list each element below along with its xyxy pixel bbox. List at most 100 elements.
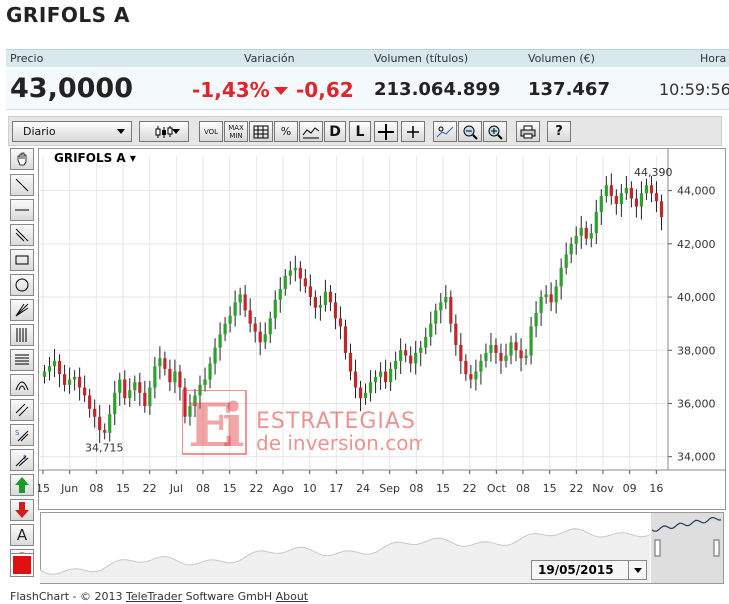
text-tool-button[interactable]: A xyxy=(10,524,34,546)
candle-body xyxy=(208,363,212,380)
y-tick-label: 34,000 xyxy=(677,451,716,464)
indicator-button[interactable] xyxy=(299,121,323,142)
red-arrow-down-icon xyxy=(15,502,29,518)
x-tick-label: 22 xyxy=(143,482,157,495)
arc-tool-button[interactable] xyxy=(10,374,34,396)
rectangle-icon xyxy=(15,255,29,265)
variation-absolute: -0,62 xyxy=(296,78,354,102)
candle-body xyxy=(253,323,257,332)
candlestick-icon xyxy=(155,125,173,138)
label-hora: Hora xyxy=(700,52,727,65)
footer-prefix: FlashChart - © 2013 xyxy=(10,590,127,603)
zoom-chart-icon xyxy=(436,126,454,137)
max-value-label: 44,390 xyxy=(634,166,673,179)
candle-body xyxy=(529,326,533,356)
x-tick-label: 10 xyxy=(303,482,317,495)
candle-body xyxy=(589,233,593,239)
fibonacci-tool-button[interactable]: $ xyxy=(10,449,34,471)
ellipse-tool-button[interactable] xyxy=(10,274,34,296)
hand-tool-button[interactable] xyxy=(10,148,34,170)
crosshair-button[interactable] xyxy=(374,121,398,142)
candle-body xyxy=(469,374,473,380)
candle-body xyxy=(504,355,508,361)
d-button[interactable]: D xyxy=(324,121,346,142)
l-button[interactable]: L xyxy=(349,121,371,142)
candle-body xyxy=(193,395,197,407)
chart-type-dropdown[interactable] xyxy=(139,121,189,142)
candle-body xyxy=(624,187,628,194)
percent-button[interactable]: % xyxy=(274,121,298,142)
horizontal-line-tool-button[interactable] xyxy=(10,199,34,221)
candle-body xyxy=(474,371,478,380)
horizontal-line-icon xyxy=(15,209,29,211)
candle-body xyxy=(629,187,634,199)
candle-body xyxy=(358,387,363,399)
candle-body xyxy=(614,195,618,204)
label-volumen-titulos: Volumen (títulos) xyxy=(374,52,469,65)
buy-signal-button[interactable] xyxy=(10,474,34,496)
candle-body xyxy=(348,352,353,372)
y-tick-label: 42,000 xyxy=(677,238,716,251)
svg-text:S: S xyxy=(15,429,20,437)
rectangle-tool-button[interactable] xyxy=(10,249,34,271)
quote-values-row: 43,0000 -1,43% -0,62 213.064.899 137.467… xyxy=(6,68,729,110)
sell-signal-button[interactable] xyxy=(10,499,34,521)
fan-tool-button[interactable] xyxy=(10,299,34,321)
candle-body xyxy=(143,392,147,407)
y-tick-label: 38,000 xyxy=(677,344,716,357)
grid-button[interactable] xyxy=(249,121,273,142)
candle-body xyxy=(439,302,443,311)
teletrader-link[interactable]: TeleTrader xyxy=(126,590,183,603)
candle-body xyxy=(103,430,107,433)
y-tick-label: 36,000 xyxy=(677,397,716,410)
print-button[interactable] xyxy=(516,121,540,142)
quote-time: 10:59:56 xyxy=(659,80,729,99)
volume-button[interactable]: VOL xyxy=(199,121,223,142)
channel-tool-button[interactable] xyxy=(10,224,34,246)
volume-shares: 213.064.899 xyxy=(374,79,501,100)
candle-body xyxy=(514,342,518,351)
candle-body xyxy=(464,360,468,375)
candle-body xyxy=(539,297,543,313)
min-value-label: 34,715 xyxy=(85,442,124,455)
candle-body xyxy=(639,193,644,207)
candle-body xyxy=(373,376,378,383)
color-picker-button[interactable] xyxy=(10,553,34,577)
candle-body xyxy=(128,390,132,399)
horizontal-lines-icon xyxy=(15,354,29,365)
max-min-button[interactable]: MAX MIN xyxy=(224,121,248,142)
help-button[interactable]: ? xyxy=(547,121,571,142)
x-tick-label: 16 xyxy=(649,482,663,495)
fan-icon xyxy=(15,303,29,317)
zoom-chart-button[interactable] xyxy=(433,121,457,142)
horizontal-lines-tool-button[interactable] xyxy=(10,349,34,371)
speed-lines-tool-button[interactable]: S xyxy=(10,424,34,446)
zoom-out-button[interactable] xyxy=(458,121,482,142)
navigator-date-dropdown[interactable]: 19/05/2015 xyxy=(531,560,647,580)
about-link[interactable]: About xyxy=(275,590,309,603)
candle-body xyxy=(434,310,438,324)
candle-body xyxy=(293,267,297,271)
navigator-right-handle xyxy=(713,539,720,557)
date-dropdown-button[interactable] xyxy=(628,561,646,579)
period-dropdown[interactable]: Diario xyxy=(12,121,132,142)
candle-body xyxy=(574,235,578,244)
x-tick-label: Oct xyxy=(487,482,507,495)
x-tick-label: 08 xyxy=(89,482,103,495)
candle-body xyxy=(313,297,317,308)
candle-body xyxy=(584,227,588,239)
x-tick-label: Jul xyxy=(169,482,183,495)
x-tick-label: Jun xyxy=(60,482,78,495)
zoom-in-button[interactable] xyxy=(483,121,507,142)
candle-body xyxy=(133,382,137,391)
trendline-tool-button[interactable] xyxy=(10,174,34,196)
parallel-lines-tool-button[interactable] xyxy=(10,399,34,421)
candle-body xyxy=(394,360,398,369)
crosshair-small-button[interactable] xyxy=(401,121,425,142)
vertical-lines-tool-button[interactable] xyxy=(10,324,34,346)
candle-body xyxy=(414,352,418,364)
candle-body xyxy=(328,291,333,303)
navigator-selected-line xyxy=(651,516,722,532)
chart-title: GRIFOLS A ▾ xyxy=(54,151,136,165)
trendline-icon xyxy=(15,178,29,192)
